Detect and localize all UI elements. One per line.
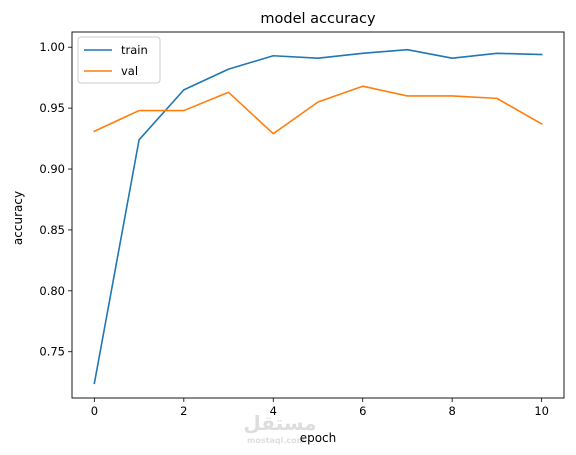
- series-line-train: [93, 48, 543, 385]
- x-tick-label: 6: [359, 404, 366, 418]
- legend: train val: [77, 36, 161, 84]
- watermark-logo: مستقل mostaql.com: [243, 411, 316, 445]
- x-tick-label: 0: [91, 404, 98, 418]
- y-axis: 0.75 0.80 0.85 0.90 0.95 1.00: [39, 40, 72, 359]
- plot-frame: [71, 31, 565, 399]
- legend-label-val: val: [121, 64, 138, 78]
- watermark-subtext: mostaql.com: [247, 436, 305, 445]
- y-tick-label: 1.00: [39, 40, 65, 54]
- y-tick-label: 0.75: [39, 345, 65, 359]
- x-tick-label: 10: [534, 404, 549, 418]
- y-tick-label: 0.85: [39, 223, 65, 237]
- chart-title: model accuracy: [260, 11, 376, 27]
- x-tick-label: 4: [270, 404, 277, 418]
- y-tick-label: 0.95: [39, 101, 65, 115]
- x-axis-label: epoch: [300, 431, 337, 445]
- legend-label-train: train: [121, 43, 148, 57]
- watermark-text: مستقل: [243, 411, 316, 435]
- x-axis: 0 2 4 6 8 10: [91, 398, 549, 418]
- plot-area: [93, 48, 543, 385]
- series-line-val: [93, 85, 543, 135]
- x-tick-label: 2: [180, 404, 187, 418]
- y-tick-label: 0.80: [39, 284, 65, 298]
- y-tick-label: 0.90: [39, 162, 65, 176]
- y-axis-label: accuracy: [11, 191, 25, 245]
- x-tick-label: 8: [449, 404, 456, 418]
